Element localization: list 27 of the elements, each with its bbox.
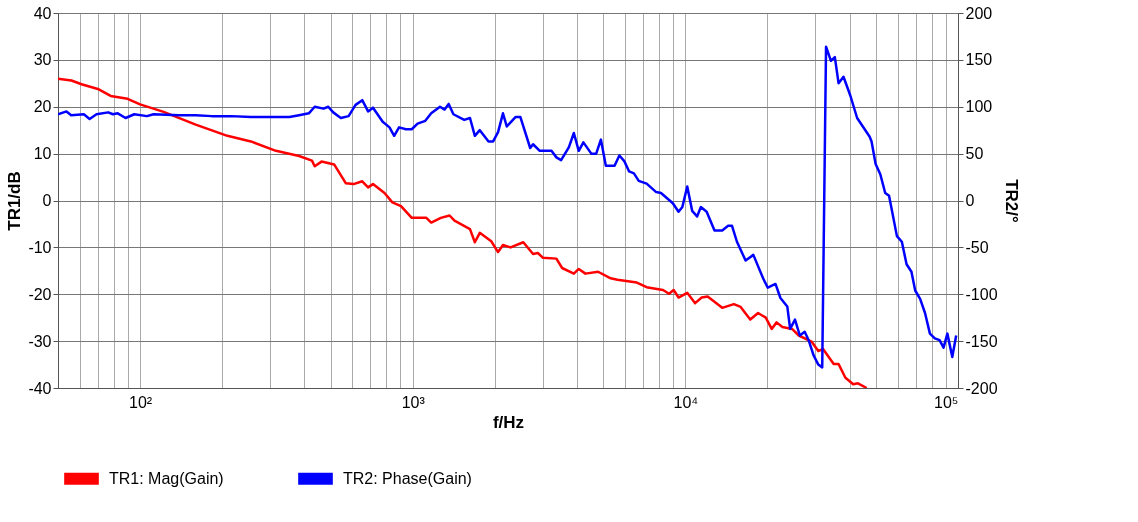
- x-tick-label: 10²: [129, 393, 153, 411]
- y2-tick-label: -150: [965, 332, 998, 350]
- y-tick-label: 20: [33, 98, 52, 116]
- y-tick-label: 30: [33, 51, 52, 69]
- x-axis-title: f/Hz: [492, 412, 525, 432]
- y-tick-label: 10: [33, 145, 52, 163]
- x-tick-label: 10³: [401, 393, 426, 411]
- y2-axis-title: TR2/°: [1001, 179, 1021, 224]
- y-tick-label: -10: [28, 238, 52, 256]
- y2-tick-label: 0: [965, 192, 975, 209]
- y2-tick-label: 150: [965, 51, 993, 69]
- y2-tick-label: 100: [965, 98, 993, 116]
- y-tick-label: -30: [28, 332, 52, 350]
- x-tick-label: 10⁵: [934, 393, 959, 411]
- legend-label: TR2: Phase(Gain): [343, 469, 472, 487]
- x-tick-label: 10⁴: [673, 393, 699, 411]
- y-axis-title: TR1/dB: [5, 171, 25, 231]
- y2-tick-label: -100: [965, 285, 998, 303]
- y2-tick-label: 50: [965, 145, 984, 163]
- y2-tick-label: -200: [965, 379, 998, 397]
- legend-label: TR1: Mag(Gain): [109, 469, 224, 487]
- y-tick-label: 0: [42, 192, 52, 209]
- y-tick-label: -40: [28, 379, 52, 397]
- y-tick-label: 40: [33, 4, 52, 22]
- y-tick-label: -20: [28, 285, 52, 303]
- y2-tick-label: 200: [965, 4, 993, 22]
- y2-tick-label: -50: [965, 238, 989, 256]
